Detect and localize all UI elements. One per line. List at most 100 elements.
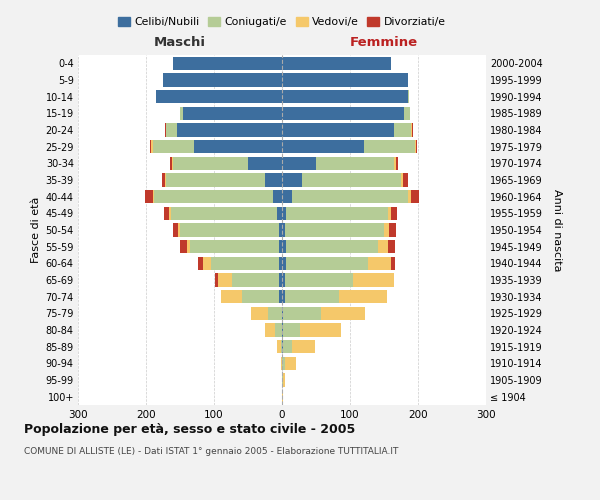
Bar (368, 256, 391, 270)
Bar (265, 174, 282, 186)
Bar (161, 174, 165, 186)
Bar (391, 206, 397, 220)
Bar (411, 124, 412, 136)
Bar (215, 274, 218, 286)
Text: Femmine: Femmine (350, 36, 418, 49)
Bar (286, 206, 388, 220)
Bar (180, 224, 278, 236)
Bar (145, 190, 153, 203)
Bar (197, 256, 203, 270)
Bar (171, 206, 277, 220)
Bar (339, 290, 387, 304)
Bar (282, 324, 283, 336)
Bar (283, 324, 301, 336)
Bar (277, 340, 281, 353)
Bar (251, 306, 268, 320)
Bar (281, 340, 282, 353)
Bar (265, 324, 275, 336)
Bar (184, 106, 282, 120)
Bar (395, 156, 398, 170)
Bar (286, 256, 368, 270)
Bar (164, 206, 169, 220)
Bar (282, 306, 283, 320)
Bar (180, 240, 187, 254)
Bar (154, 190, 273, 203)
Bar (172, 156, 173, 170)
Bar (165, 124, 166, 136)
Bar (286, 224, 384, 236)
Bar (165, 174, 166, 186)
Bar (285, 290, 339, 304)
Bar (388, 206, 391, 220)
Bar (275, 324, 282, 336)
Bar (203, 256, 211, 270)
Bar (416, 140, 418, 153)
Bar (268, 306, 282, 320)
Y-axis label: Fasce di età: Fasce di età (31, 197, 41, 263)
Bar (282, 240, 286, 254)
Bar (404, 106, 410, 120)
Text: Popolazione per età, sesso e stato civile - 2005: Popolazione per età, sesso e stato civil… (24, 422, 355, 436)
Bar (394, 124, 411, 136)
Bar (282, 56, 391, 70)
Bar (282, 356, 286, 370)
Legend: Celibi/Nubili, Coniugati/e, Vedovi/e, Divorziati/e: Celibi/Nubili, Coniugati/e, Vedovi/e, Di… (114, 13, 450, 32)
Bar (163, 74, 282, 86)
Bar (178, 224, 180, 236)
Bar (156, 90, 282, 104)
Bar (150, 140, 151, 153)
Bar (232, 274, 279, 286)
Bar (169, 206, 171, 220)
Bar (282, 340, 283, 353)
Bar (282, 90, 408, 104)
Bar (218, 274, 232, 286)
Bar (166, 174, 265, 186)
Bar (283, 340, 292, 353)
Bar (394, 156, 395, 170)
Bar (282, 224, 286, 236)
Bar (403, 174, 409, 186)
Bar (364, 140, 415, 153)
Bar (279, 256, 282, 270)
Bar (242, 290, 279, 304)
Bar (408, 190, 410, 203)
Bar (187, 240, 190, 254)
Bar (408, 90, 409, 104)
Bar (282, 190, 292, 203)
Bar (292, 340, 316, 353)
Bar (378, 240, 388, 254)
Bar (278, 224, 282, 236)
Bar (286, 240, 378, 254)
Bar (321, 306, 365, 320)
Bar (211, 256, 279, 270)
Bar (282, 390, 283, 404)
Bar (384, 224, 389, 236)
Bar (153, 140, 194, 153)
Bar (282, 106, 404, 120)
Bar (282, 290, 285, 304)
Bar (282, 374, 283, 386)
Bar (279, 290, 282, 304)
Bar (277, 206, 282, 220)
Text: Maschi: Maschi (154, 36, 206, 49)
Bar (282, 206, 286, 220)
Bar (173, 156, 248, 170)
Bar (388, 240, 395, 254)
Bar (301, 324, 341, 336)
Bar (282, 74, 408, 86)
Bar (248, 156, 282, 170)
Bar (282, 174, 302, 186)
Bar (389, 224, 396, 236)
Bar (279, 274, 282, 286)
Bar (190, 240, 278, 254)
Bar (273, 190, 282, 203)
Bar (286, 356, 296, 370)
Bar (170, 156, 172, 170)
Bar (302, 174, 401, 186)
Bar (415, 140, 416, 153)
Bar (282, 140, 364, 153)
Bar (316, 156, 394, 170)
Bar (353, 274, 394, 286)
Y-axis label: Anni di nascita: Anni di nascita (553, 188, 562, 271)
Bar (283, 306, 321, 320)
